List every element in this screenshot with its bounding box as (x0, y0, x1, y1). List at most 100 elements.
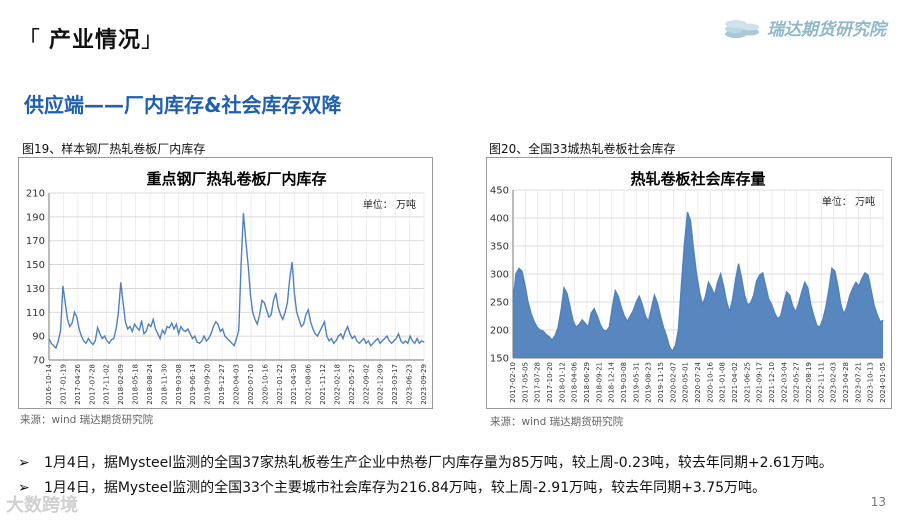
data-point (256, 323, 258, 325)
data-point (777, 318, 779, 320)
data-point (138, 329, 140, 331)
data-point (90, 341, 92, 343)
x-tick-label: 2019-03-08 (175, 364, 183, 405)
figure-20-source: 来源：wind 瑞达期货研究院 (490, 416, 624, 428)
data-point (720, 273, 722, 275)
x-tick-label: 2019-12-27 (218, 364, 226, 405)
data-point (319, 330, 321, 332)
data-point (801, 291, 803, 293)
figure-19-caption: 图19、样本钢厂热轧卷板厂内库存 (22, 142, 206, 156)
data-point (326, 335, 328, 337)
data-point (284, 311, 286, 313)
data-point (76, 316, 78, 318)
data-point (414, 342, 416, 344)
x-tick-label: 2022-12-09 (377, 364, 385, 405)
data-point (141, 320, 143, 322)
data-point (157, 333, 159, 335)
data-point (711, 287, 712, 289)
x-tick-label: 2018-08-24 (146, 363, 154, 404)
bullet-item-2: ➢ 1月4日，据Mysteel监测的全国33个主要城市社会库存为216.84万吨，… (18, 477, 766, 497)
data-point (521, 270, 523, 272)
data-point (656, 302, 658, 304)
data-point (219, 330, 221, 332)
data-point (354, 335, 356, 337)
data-point (275, 292, 277, 294)
x-tick-label: 2022-03-04 (780, 361, 788, 402)
data-point (807, 287, 809, 289)
y-tick-label: 400 (490, 214, 509, 225)
data-point (374, 340, 376, 342)
data-point (180, 326, 182, 328)
data-point (418, 342, 420, 344)
data-point (62, 285, 64, 287)
x-tick-label: 2020-10-16 (261, 363, 269, 404)
data-point (671, 350, 673, 352)
data-point (653, 294, 655, 296)
data-point (254, 318, 256, 320)
data-point (668, 346, 670, 348)
data-point (340, 333, 342, 335)
data-point (361, 340, 362, 342)
data-point (696, 273, 697, 275)
y-tick-label: 90 (32, 332, 45, 343)
data-point (789, 294, 791, 296)
data-point (108, 342, 110, 344)
data-point (240, 264, 242, 266)
page-header: 「 产业情况」 (18, 28, 165, 53)
data-point (247, 264, 249, 266)
figure-20-caption: 图20、全国33城热轧卷板社会库存 (489, 142, 676, 156)
y-tick-label: 130 (26, 284, 45, 295)
data-point (212, 326, 214, 328)
data-point (858, 285, 860, 287)
y-tick-label: 350 (490, 242, 509, 253)
data-point (756, 280, 758, 282)
unit-label: 单位： 万吨 (822, 195, 875, 208)
data-point (282, 318, 284, 320)
data-point (593, 308, 595, 310)
data-point (349, 333, 351, 335)
data-point (421, 340, 423, 342)
x-tick-label: 2018-11-30 (160, 364, 168, 405)
data-point (882, 320, 884, 321)
y-tick-label: 110 (26, 308, 45, 319)
data-point (342, 338, 344, 339)
data-point (409, 335, 411, 337)
data-point (590, 312, 592, 314)
data-point (873, 304, 875, 306)
x-tick-label: 2021-01-22 (276, 364, 284, 405)
data-point (50, 342, 52, 344)
x-tick-label: 2020-02-07 (669, 362, 677, 403)
data-point (222, 328, 224, 330)
data-point (614, 290, 616, 292)
data-point (171, 322, 173, 324)
data-point (69, 326, 71, 328)
data-point (337, 335, 339, 337)
data-point (717, 281, 719, 283)
data-point (542, 330, 544, 332)
data-point (48, 338, 50, 339)
y-tick-label: 300 (490, 270, 509, 281)
data-point (723, 285, 725, 287)
data-point (166, 326, 168, 328)
data-point (792, 306, 794, 307)
data-point (67, 318, 68, 320)
data-point (705, 295, 706, 297)
data-point (161, 329, 163, 331)
data-point (99, 333, 101, 335)
x-tick-label: 2017-05-05 (521, 362, 529, 403)
figure-19-source: 来源：wind 瑞达期货研究院 (20, 414, 154, 426)
data-point (201, 340, 203, 342)
data-point (524, 284, 526, 286)
data-point (774, 312, 776, 314)
page-title: 产业情况 (49, 28, 142, 53)
data-point (575, 326, 577, 328)
data-point (127, 328, 129, 330)
x-tick-label: 2020-07-10 (247, 364, 255, 405)
data-point (351, 338, 353, 339)
data-point (714, 294, 715, 296)
bullet-text-2: 1月4日，据Mysteel监测的全国33个主要城市社会库存为216.84万吨，较… (44, 480, 767, 496)
x-tick-label: 2023-02-03 (830, 362, 838, 403)
data-point (629, 315, 631, 317)
data-point (268, 316, 270, 318)
